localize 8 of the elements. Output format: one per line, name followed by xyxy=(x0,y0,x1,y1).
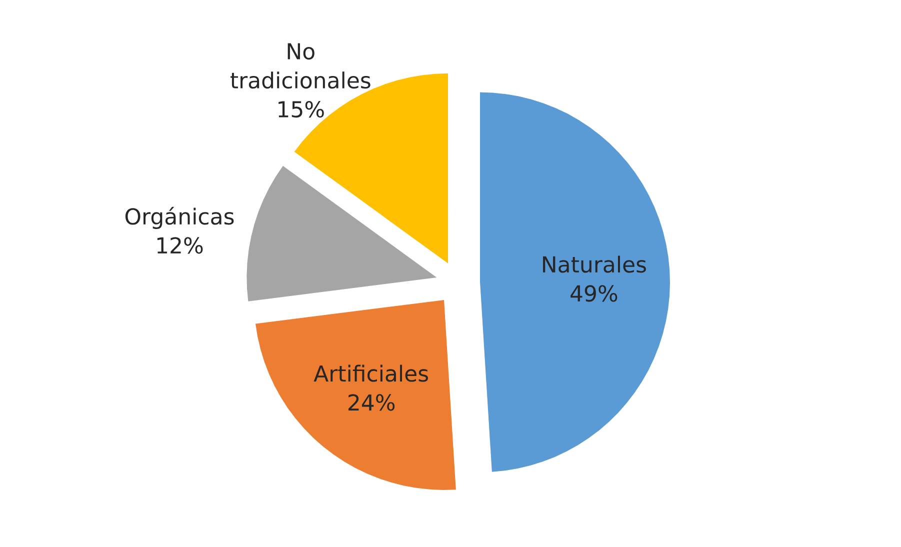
data-label: 24% xyxy=(348,394,395,411)
slice-label: Artificiales xyxy=(314,364,428,382)
slice-label: No tradicionales xyxy=(230,43,370,89)
data-label: 15% xyxy=(278,100,324,118)
slice-label: Naturales xyxy=(543,256,646,273)
data-label: 12% xyxy=(157,237,203,254)
data-label: 49% xyxy=(570,285,618,302)
slice-label: Orgánicas xyxy=(125,206,234,229)
